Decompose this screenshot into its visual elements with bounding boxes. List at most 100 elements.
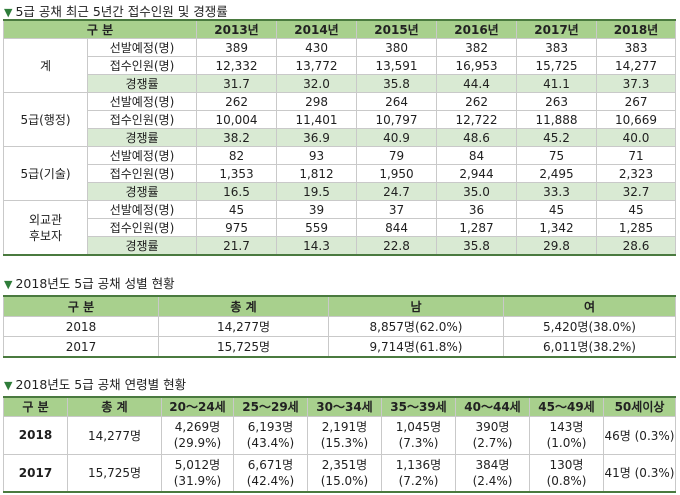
cell: 93: [276, 146, 358, 165]
cell: 35.8: [436, 236, 518, 256]
cell-male: 8,857명(62.0%): [328, 316, 504, 337]
cell-count: 143명: [549, 420, 584, 434]
table-row: 5급(행정) 선발예정(명) 262 298 264 262 263 267: [3, 92, 677, 147]
header-age: 45～49세: [529, 396, 604, 417]
cell: 298: [276, 92, 358, 111]
cell: 844: [356, 218, 438, 237]
cell-pct: (15.3%): [320, 436, 369, 450]
header-row: 구 분 2013년 2014년 2015년 2016년 2017년 2018년: [2, 19, 677, 39]
cell-age: 384명 (2.4%): [455, 453, 530, 493]
cell: 41.1: [516, 74, 598, 93]
cell-count: 5,012명: [174, 457, 221, 472]
triangle-down-icon: ▼: [4, 6, 13, 19]
header-age: 30～34세: [307, 396, 382, 417]
table-row: 5급(기술) 선발예정(명) 82 93 79 84 75 71: [3, 146, 677, 201]
cell: 84: [436, 146, 518, 165]
row-label: 접수인원(명): [86, 218, 198, 237]
cell-total: 15,725명: [158, 336, 329, 358]
cell: 45: [596, 200, 677, 219]
header-row: 구 분 총 계 20～24세 25～29세 30～34세 35～39세 40～4…: [3, 396, 676, 417]
row-year: 2017: [3, 453, 68, 493]
cell-pct: (29.9%): [173, 436, 222, 450]
cell-age-50plus: 41명 (0.3%): [603, 453, 676, 493]
cell: 22.8: [356, 236, 438, 256]
cell-pct: (15.0%): [320, 473, 369, 488]
cell: 71: [596, 146, 677, 165]
cell: 79: [356, 146, 438, 165]
cell: 15,725: [516, 56, 598, 75]
cell-age: 1,136명 (7.2%): [381, 453, 456, 493]
group-label: 외교관 후보자: [3, 200, 88, 256]
cell: 559: [276, 218, 358, 237]
cell: 1,812: [276, 164, 358, 183]
cell: 11,401: [276, 110, 358, 129]
table-row: 외교관 후보자 선발예정(명) 45 39 37 36 45 45: [3, 200, 677, 256]
cell-pct: (31.9%): [173, 473, 222, 488]
group-label-line: 후보자: [28, 228, 63, 243]
cell: 16,953: [436, 56, 518, 75]
cell-age: 390명 (2.7%): [455, 415, 530, 455]
table-row: 접수인원(명) 10,004 11,401 10,797 12,722 11,8…: [4, 110, 677, 129]
cell: 10,669: [596, 110, 677, 129]
cell: 35.8: [356, 74, 438, 93]
cell: 383: [596, 38, 677, 57]
header-category: 구 분: [2, 19, 198, 39]
cell: 383: [516, 38, 598, 57]
cell-age: 1,045명 (7.3%): [381, 415, 456, 455]
cell-count: 390명: [475, 420, 510, 434]
cell: 29.8: [516, 236, 598, 256]
cell-age: 5,012명 (31.9%): [161, 453, 234, 493]
cell-age: 6,671명 (42.4%): [233, 453, 308, 493]
header-category: 구 분: [3, 396, 68, 417]
cell: 37: [356, 200, 438, 219]
cell: 14.3: [276, 236, 358, 256]
cell-female: 5,420명(38.0%): [503, 316, 676, 337]
cell: 262: [436, 92, 518, 111]
section3-title: ▼ 2018년도 5급 공채 연령별 현황: [4, 377, 187, 392]
cell: 263: [516, 92, 598, 111]
header-row: 구 분 총 계 남 여: [3, 295, 676, 317]
cell: 1,287: [436, 218, 518, 237]
cell: 35.0: [436, 182, 518, 201]
header-year: 2013년: [196, 19, 278, 39]
cell: 40.9: [356, 128, 438, 147]
section2-title: ▼ 2018년도 5급 공채 성별 현황: [4, 276, 175, 291]
cell-pct: (7.2%): [398, 473, 439, 488]
group-label: 계: [3, 38, 88, 93]
triangle-down-icon: ▼: [4, 278, 13, 291]
cell: 13,591: [356, 56, 438, 75]
cell: 32.0: [276, 74, 358, 93]
header-year: 2018년: [596, 19, 677, 39]
cell: 1,342: [516, 218, 598, 237]
cell: 45: [196, 200, 278, 219]
cell-pct: (43.4%): [246, 436, 295, 450]
row-label: 경쟁률: [86, 74, 198, 93]
cell: 45: [516, 200, 598, 219]
row-label: 선발예정(명): [86, 200, 198, 219]
cell-female: 6,011명(38.2%): [503, 336, 676, 358]
row-label: 경쟁률: [86, 128, 198, 147]
cell: 37.3: [596, 74, 677, 93]
cell: 45.2: [516, 128, 598, 147]
competition-table: 구 분 2013년 2014년 2015년 2016년 2017년 2018년 …: [2, 19, 677, 256]
header-year: 2015년: [356, 19, 438, 39]
cell: 12,332: [196, 56, 278, 75]
cell-age: 143명 (1.0%): [529, 415, 604, 455]
cell-count: 384명: [475, 457, 510, 472]
cell: 10,797: [356, 110, 438, 129]
cell-total: 14,277명: [67, 415, 162, 455]
cell: 36: [436, 200, 518, 219]
triangle-down-icon: ▼: [4, 379, 13, 392]
cell-age: 130명 (0.8%): [529, 453, 604, 493]
cell: 11,888: [516, 110, 598, 129]
cell: 13,772: [276, 56, 358, 75]
cell-count: 1,136명: [395, 457, 442, 472]
header-age: 35～39세: [381, 396, 456, 417]
cell-age-50plus: 46명 (0.3%): [603, 415, 676, 455]
cell: 430: [276, 38, 358, 57]
cell-count: 2,191명: [321, 420, 368, 434]
cell-count: 6,671명: [247, 457, 294, 472]
cell: 75: [516, 146, 598, 165]
cell-age: 6,193명 (43.4%): [233, 415, 308, 455]
header-year: 2014년: [276, 19, 358, 39]
